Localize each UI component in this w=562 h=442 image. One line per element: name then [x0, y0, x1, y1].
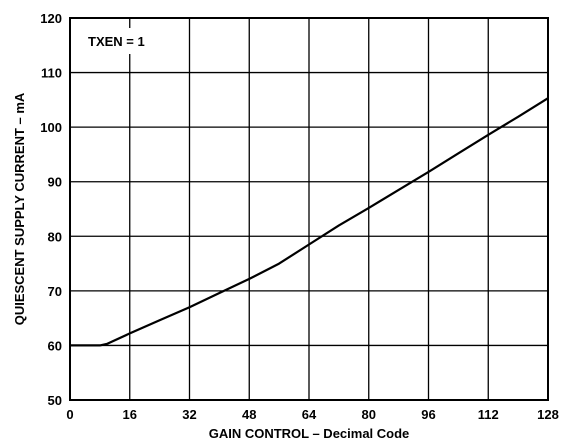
y-tick-label: 110 — [41, 66, 62, 81]
x-tick-label: 16 — [123, 407, 137, 422]
y-tick-label: 60 — [48, 338, 62, 353]
x-tick-label: 128 — [537, 407, 559, 422]
x-axis-label: GAIN CONTROL – Decimal Code — [209, 426, 410, 441]
x-tick-label: 112 — [478, 407, 499, 422]
annotation-background — [78, 28, 158, 54]
plot-frame — [69, 17, 549, 401]
grid — [70, 18, 548, 400]
x-tick-label: 48 — [242, 407, 256, 422]
x-tick-label: 32 — [182, 407, 196, 422]
x-tick-labels: 0 16 32 48 64 80 96 112 128 — [66, 407, 558, 422]
y-tick-label: 120 — [40, 11, 62, 26]
x-tick-label: 80 — [362, 407, 376, 422]
series-line — [70, 97, 549, 347]
y-tick-label: 100 — [40, 120, 62, 135]
series-group — [70, 97, 549, 347]
y-tick-label: 90 — [48, 175, 62, 190]
y-tick-label: 80 — [48, 229, 62, 244]
y-tick-label: 50 — [48, 393, 62, 408]
x-tick-label: 0 — [66, 407, 73, 422]
annotation-box: TXEN = 1 — [78, 28, 158, 54]
annotation-text: TXEN = 1 — [88, 34, 145, 49]
x-tick-label: 64 — [302, 407, 317, 422]
y-axis-label: QUIESCENT SUPPLY CURRENT – mA — [12, 92, 27, 325]
y-tick-label: 70 — [48, 284, 62, 299]
x-tick-label: 96 — [421, 407, 435, 422]
y-tick-labels: 50 60 70 80 90 100 110 120 — [40, 11, 62, 408]
